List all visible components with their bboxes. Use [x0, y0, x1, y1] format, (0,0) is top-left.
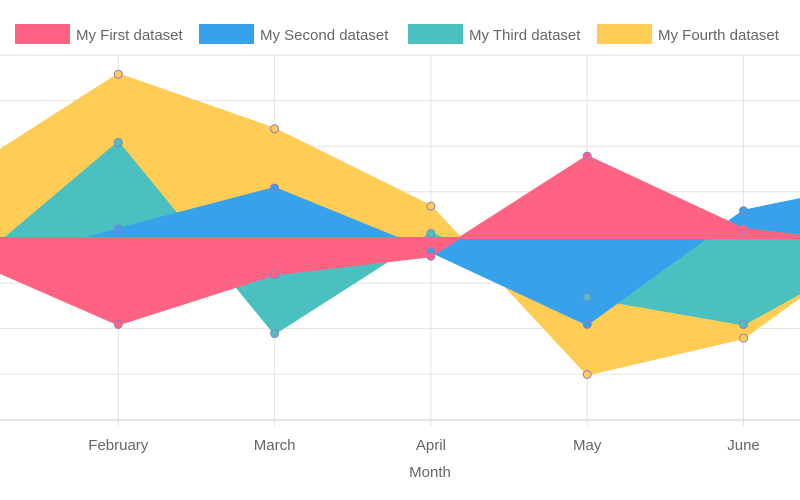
- legend-item-my-third-dataset[interactable]: My Third dataset: [408, 24, 581, 44]
- legend-swatch: [408, 24, 463, 44]
- my-third-dataset-point[interactable]: [113, 137, 123, 147]
- my-first-dataset-point[interactable]: [113, 319, 123, 329]
- my-third-dataset-point[interactable]: [426, 228, 436, 238]
- my-first-dataset-point[interactable]: [739, 224, 748, 234]
- legend-label: My First dataset: [76, 27, 184, 44]
- legend-label: My Third dataset: [469, 27, 581, 44]
- x-tick-label: April: [416, 437, 446, 454]
- my-third-dataset-point[interactable]: [582, 292, 592, 302]
- my-second-dataset-point[interactable]: [582, 319, 592, 329]
- my-first-dataset-point[interactable]: [426, 251, 436, 261]
- legend-item-my-fourth-dataset[interactable]: My Fourth dataset: [597, 24, 780, 44]
- series-areas: [0, 73, 800, 376]
- my-first-dataset-point[interactable]: [582, 151, 592, 161]
- x-tick-label: February: [88, 437, 149, 454]
- my-second-dataset-point[interactable]: [113, 224, 123, 234]
- legend-label: My Fourth dataset: [658, 27, 780, 44]
- my-fourth-dataset-point[interactable]: [426, 201, 436, 211]
- legend-swatch: [597, 24, 652, 44]
- legend-item-my-second-dataset[interactable]: My Second dataset: [199, 24, 389, 44]
- my-first-dataset-area: [0, 155, 800, 326]
- x-axis-title: Month: [409, 464, 451, 481]
- legend: My First dataset My Second dataset My Thir…: [15, 24, 780, 44]
- my-fourth-dataset-point[interactable]: [739, 333, 748, 343]
- series-points: [113, 69, 748, 379]
- x-axis: February March April May June Month: [0, 419, 800, 481]
- my-second-dataset-point[interactable]: [739, 206, 748, 216]
- x-tick-label: March: [254, 437, 296, 454]
- my-fourth-dataset-point[interactable]: [113, 69, 123, 79]
- my-third-dataset-point[interactable]: [739, 319, 748, 329]
- my-fourth-dataset-point[interactable]: [582, 370, 592, 379]
- my-second-dataset-point[interactable]: [270, 183, 280, 193]
- my-fourth-dataset-point[interactable]: [270, 124, 280, 134]
- legend-swatch: [15, 24, 70, 44]
- x-tick-label: June: [727, 437, 760, 454]
- legend-item-my-first-dataset[interactable]: My First dataset: [15, 24, 184, 44]
- my-third-dataset-point[interactable]: [270, 329, 280, 339]
- my-first-dataset-point[interactable]: [270, 269, 280, 279]
- legend-swatch: [199, 24, 254, 44]
- legend-label: My Second dataset: [260, 27, 389, 44]
- x-tick-label: May: [573, 437, 602, 454]
